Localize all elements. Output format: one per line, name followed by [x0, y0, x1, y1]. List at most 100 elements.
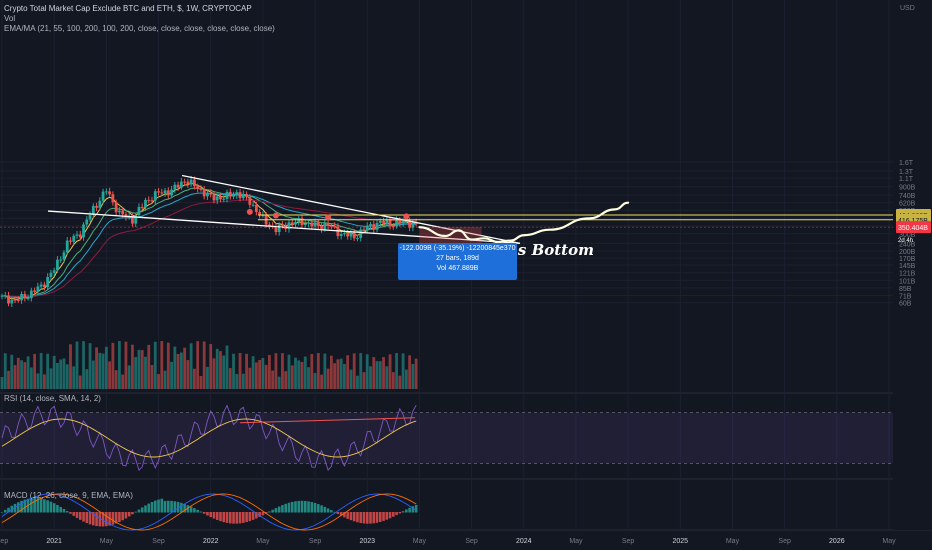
macd-hist-bar: [313, 502, 317, 513]
candle-body: [170, 189, 173, 196]
candle-body: [88, 215, 92, 220]
volume-bar: [398, 375, 402, 389]
time-tick-label: 2026: [829, 538, 845, 545]
macd-hist-bar: [180, 502, 183, 513]
macd-hist-bar: [411, 506, 415, 513]
volume-bar: [323, 353, 327, 389]
candle-body: [16, 299, 20, 301]
volume-bar: [144, 356, 147, 389]
macd-hist-bar: [290, 501, 294, 513]
volume-bar: [219, 351, 222, 389]
volume-bar: [62, 358, 66, 389]
macd-hist-bar: [274, 508, 278, 513]
candle-body: [300, 218, 304, 226]
volume-bar: [52, 355, 56, 389]
volume-bar: [85, 369, 89, 389]
macd-hist-bar: [388, 512, 392, 519]
macd-hist-bar: [215, 512, 219, 520]
candle-body: [359, 229, 363, 238]
candle-body: [166, 190, 170, 196]
macd-hist-bar: [382, 512, 385, 521]
price-tick-label: 121B: [899, 271, 916, 278]
macd-hist-bar: [153, 500, 157, 513]
macd-hist-bar: [317, 504, 320, 513]
time-tick-label: May: [569, 538, 583, 545]
volume-bar: [404, 369, 408, 389]
candle-body: [313, 222, 317, 227]
time-tick-label: Sep: [622, 538, 635, 545]
rsi-panel: 80.0060.0040.0020.00: [0, 398, 917, 481]
candle-body: [316, 222, 320, 226]
volume-bar: [36, 373, 40, 389]
price-tick-label: 101B: [899, 278, 916, 285]
price-tick-label: 145B: [899, 263, 916, 270]
volume-bar: [258, 359, 262, 389]
candle-body: [23, 293, 27, 299]
rsi-divergence-line: [239, 417, 416, 424]
macd-hist-bar: [261, 512, 265, 516]
candle-body: [225, 191, 229, 199]
macd-hist-bar: [414, 504, 418, 513]
chart-title: Crypto Total Market Cap Exclude BTC and …: [4, 4, 252, 13]
volume-bar: [101, 353, 105, 389]
candle-body: [104, 191, 108, 193]
candle-body: [134, 215, 138, 224]
price-tick-label: 300B: [899, 232, 916, 239]
volume-bar: [78, 375, 82, 389]
candle-body: [329, 225, 333, 227]
macd-hist-bar: [303, 500, 307, 513]
candle-body: [95, 205, 98, 208]
candle-body: [248, 197, 252, 205]
volume-bar: [333, 363, 337, 389]
projection-path: [418, 201, 630, 244]
macd-hist-bar: [346, 512, 349, 519]
candle-body: [261, 215, 265, 217]
macd-hist-bar: [7, 507, 10, 513]
volume-bar: [147, 344, 151, 389]
drawings[interactable]: [0, 174, 893, 244]
macd-hist-bar: [238, 512, 242, 524]
macd-hist-bar: [330, 510, 333, 513]
candle-body: [157, 191, 160, 193]
price-axis[interactable]: USD1.6T1.3T1.1T900B740B620B520B430B360B3…: [893, 0, 932, 530]
macd-hist-bar: [408, 507, 411, 513]
time-axis[interactable]: Sep 2021 May Sep 2022 May Sep 2023 May Sep 2024 May…: [0, 538, 896, 545]
candle-body: [42, 284, 46, 288]
volume-bar: [232, 353, 235, 389]
macd-hist-bar: [121, 512, 124, 521]
candle-body: [59, 259, 63, 261]
price-tick-label: 200B: [899, 249, 916, 256]
macd-hist-bar: [339, 512, 343, 516]
candle-body: [375, 222, 379, 230]
time-tick-label: May: [256, 538, 270, 545]
time-tick-label: 2024: [516, 538, 532, 545]
macd-hist-bar: [202, 512, 206, 514]
volume-bar: [271, 370, 275, 389]
volume-bar: [72, 366, 76, 389]
candle-body: [294, 221, 297, 225]
macd-hist-bar: [359, 512, 363, 523]
volume-bar: [69, 344, 72, 389]
measure-line-2: 27 bars, 189d: [436, 255, 479, 262]
candle-body: [310, 222, 314, 227]
volume-bar: [131, 344, 134, 389]
candle-body: [215, 196, 219, 201]
macd-panel: 40B0: [0, 486, 912, 531]
macd-hist-bar: [225, 512, 229, 523]
price-axis-unit: USD: [900, 5, 915, 12]
rsi-title: RSI (14, close, SMA, 14, 2): [4, 394, 101, 403]
volume-bar: [382, 357, 385, 389]
volume-bar: [3, 353, 7, 389]
pivot-dot: [403, 213, 410, 220]
volume-bar: [215, 348, 219, 389]
macd-hist-bar: [271, 509, 274, 513]
volume-bar: [388, 354, 392, 389]
candle-body: [173, 184, 177, 190]
candle-body: [326, 223, 330, 226]
candle-body: [36, 286, 40, 292]
volume-bar: [287, 354, 291, 389]
volume-bar: [16, 357, 20, 389]
volume-bar: [39, 353, 43, 389]
candle-body: [228, 191, 232, 197]
